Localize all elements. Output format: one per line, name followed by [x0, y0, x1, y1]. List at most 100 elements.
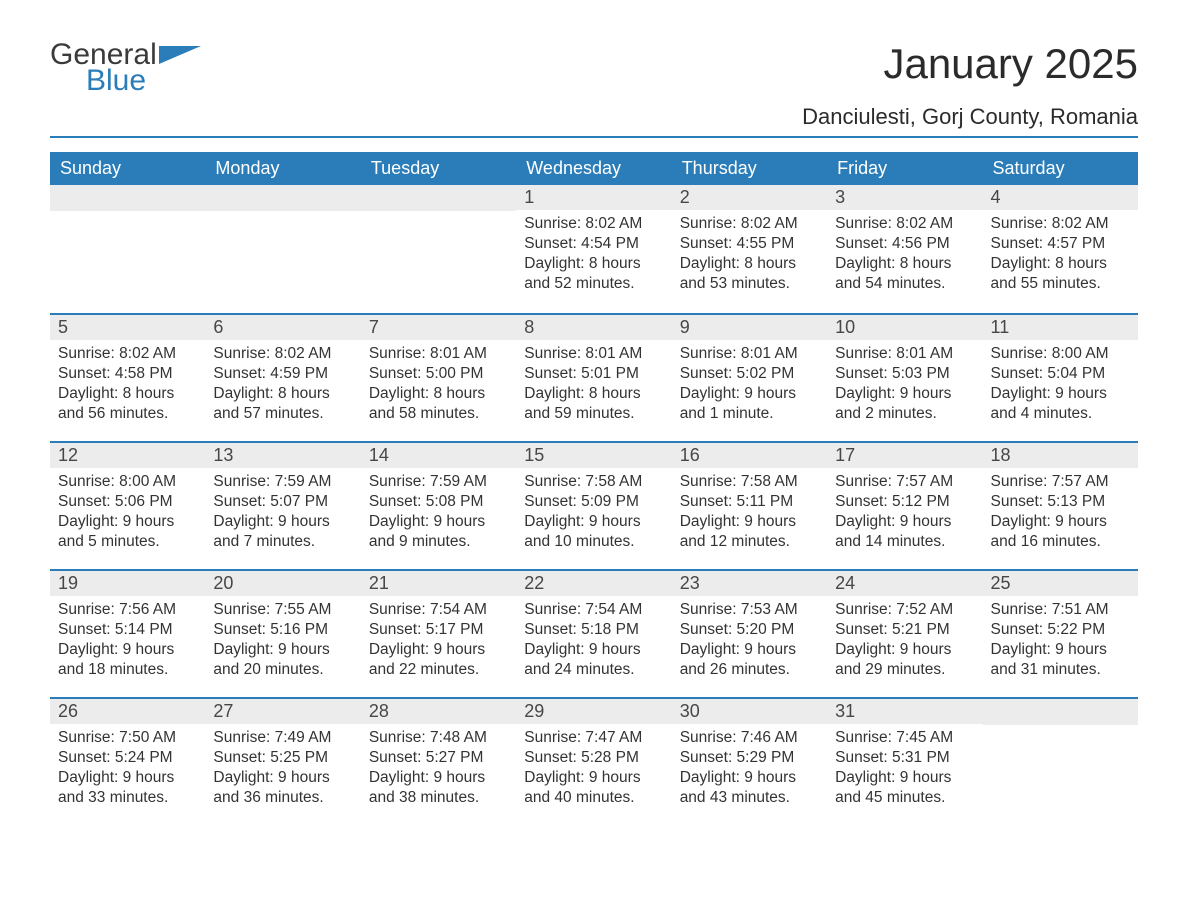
- sunrise-text: Sunrise: 7:48 AM: [369, 728, 508, 748]
- day-number: 9: [672, 315, 827, 340]
- day-number: 16: [672, 443, 827, 468]
- sunset-text: Sunset: 5:21 PM: [835, 620, 974, 640]
- day-data: Sunrise: 7:46 AMSunset: 5:29 PMDaylight:…: [672, 724, 827, 821]
- daylight-line2: and 43 minutes.: [680, 788, 819, 808]
- day-number: 11: [983, 315, 1138, 340]
- sunrise-text: Sunrise: 7:51 AM: [991, 600, 1130, 620]
- daylight-line1: Daylight: 9 hours: [835, 512, 974, 532]
- sunset-text: Sunset: 5:31 PM: [835, 748, 974, 768]
- day-data: Sunrise: 7:58 AMSunset: 5:09 PMDaylight:…: [516, 468, 671, 565]
- sunset-text: Sunset: 4:55 PM: [680, 234, 819, 254]
- calendar-day: 16Sunrise: 7:58 AMSunset: 5:11 PMDayligh…: [672, 443, 827, 569]
- calendar-day: 15Sunrise: 7:58 AMSunset: 5:09 PMDayligh…: [516, 443, 671, 569]
- day-number: 1: [516, 185, 671, 210]
- sunrise-text: Sunrise: 7:58 AM: [680, 472, 819, 492]
- day-data: Sunrise: 8:02 AMSunset: 4:54 PMDaylight:…: [516, 210, 671, 307]
- day-number: 10: [827, 315, 982, 340]
- day-data: Sunrise: 7:57 AMSunset: 5:13 PMDaylight:…: [983, 468, 1138, 565]
- sunrise-text: Sunrise: 7:49 AM: [213, 728, 352, 748]
- logo-triangle-icon: [159, 46, 201, 64]
- day-number: 19: [50, 571, 205, 596]
- sunrise-text: Sunrise: 7:54 AM: [369, 600, 508, 620]
- calendar-day: 12Sunrise: 8:00 AMSunset: 5:06 PMDayligh…: [50, 443, 205, 569]
- sunset-text: Sunset: 5:12 PM: [835, 492, 974, 512]
- sunrise-text: Sunrise: 7:59 AM: [213, 472, 352, 492]
- sunset-text: Sunset: 5:17 PM: [369, 620, 508, 640]
- calendar-day: 6Sunrise: 8:02 AMSunset: 4:59 PMDaylight…: [205, 315, 360, 441]
- weekday-header: Monday: [205, 152, 360, 185]
- day-data: Sunrise: 8:02 AMSunset: 4:56 PMDaylight:…: [827, 210, 982, 307]
- day-data: Sunrise: 7:50 AMSunset: 5:24 PMDaylight:…: [50, 724, 205, 821]
- daylight-line1: Daylight: 9 hours: [835, 384, 974, 404]
- sunrise-text: Sunrise: 8:01 AM: [524, 344, 663, 364]
- sunrise-text: Sunrise: 7:56 AM: [58, 600, 197, 620]
- day-data: Sunrise: 8:02 AMSunset: 4:58 PMDaylight:…: [50, 340, 205, 437]
- daylight-line2: and 52 minutes.: [524, 274, 663, 294]
- sunset-text: Sunset: 5:00 PM: [369, 364, 508, 384]
- day-number-empty: [361, 185, 516, 211]
- calendar-day: 31Sunrise: 7:45 AMSunset: 5:31 PMDayligh…: [827, 699, 982, 825]
- daylight-line2: and 40 minutes.: [524, 788, 663, 808]
- calendar-day: 22Sunrise: 7:54 AMSunset: 5:18 PMDayligh…: [516, 571, 671, 697]
- daylight-line2: and 26 minutes.: [680, 660, 819, 680]
- sunrise-text: Sunrise: 7:53 AM: [680, 600, 819, 620]
- weekday-header-row: SundayMondayTuesdayWednesdayThursdayFrid…: [50, 152, 1138, 185]
- daylight-line1: Daylight: 8 hours: [58, 384, 197, 404]
- sunset-text: Sunset: 5:24 PM: [58, 748, 197, 768]
- day-number: 22: [516, 571, 671, 596]
- calendar-day: 29Sunrise: 7:47 AMSunset: 5:28 PMDayligh…: [516, 699, 671, 825]
- day-data: Sunrise: 8:02 AMSunset: 4:59 PMDaylight:…: [205, 340, 360, 437]
- calendar-day: 25Sunrise: 7:51 AMSunset: 5:22 PMDayligh…: [983, 571, 1138, 697]
- daylight-line2: and 2 minutes.: [835, 404, 974, 424]
- daylight-line1: Daylight: 8 hours: [524, 254, 663, 274]
- calendar-day: 27Sunrise: 7:49 AMSunset: 5:25 PMDayligh…: [205, 699, 360, 825]
- daylight-line2: and 22 minutes.: [369, 660, 508, 680]
- day-data: Sunrise: 7:53 AMSunset: 5:20 PMDaylight:…: [672, 596, 827, 693]
- daylight-line1: Daylight: 9 hours: [58, 512, 197, 532]
- calendar-day: 8Sunrise: 8:01 AMSunset: 5:01 PMDaylight…: [516, 315, 671, 441]
- day-number: 15: [516, 443, 671, 468]
- day-data: Sunrise: 8:02 AMSunset: 4:57 PMDaylight:…: [983, 210, 1138, 307]
- calendar-day: 4Sunrise: 8:02 AMSunset: 4:57 PMDaylight…: [983, 185, 1138, 313]
- logo-text-block: General Blue: [50, 40, 157, 96]
- daylight-line1: Daylight: 9 hours: [680, 384, 819, 404]
- weekday-header: Tuesday: [361, 152, 516, 185]
- sunrise-text: Sunrise: 8:00 AM: [991, 344, 1130, 364]
- daylight-line1: Daylight: 9 hours: [213, 768, 352, 788]
- calendar-day: 1Sunrise: 8:02 AMSunset: 4:54 PMDaylight…: [516, 185, 671, 313]
- calendar-day: 11 Sunrise: 8:00 AMSunset: 5:04 PMDayligh…: [983, 315, 1138, 441]
- day-number: 8: [516, 315, 671, 340]
- day-data: Sunrise: 8:02 AMSunset: 4:55 PMDaylight:…: [672, 210, 827, 307]
- day-number: 13: [205, 443, 360, 468]
- calendar-day: 24Sunrise: 7:52 AMSunset: 5:21 PMDayligh…: [827, 571, 982, 697]
- daylight-line1: Daylight: 9 hours: [524, 512, 663, 532]
- daylight-line1: Daylight: 9 hours: [213, 640, 352, 660]
- daylight-line1: Daylight: 8 hours: [213, 384, 352, 404]
- sunset-text: Sunset: 5:04 PM: [991, 364, 1130, 384]
- daylight-line2: and 16 minutes.: [991, 532, 1130, 552]
- logo: General Blue: [50, 40, 201, 96]
- day-data: Sunrise: 8:01 AMSunset: 5:02 PMDaylight:…: [672, 340, 827, 437]
- day-number-empty: [205, 185, 360, 211]
- day-number: 21: [361, 571, 516, 596]
- day-number: 23: [672, 571, 827, 596]
- day-data: Sunrise: 7:45 AMSunset: 5:31 PMDaylight:…: [827, 724, 982, 821]
- daylight-line1: Daylight: 9 hours: [835, 768, 974, 788]
- sunset-text: Sunset: 5:27 PM: [369, 748, 508, 768]
- daylight-line2: and 36 minutes.: [213, 788, 352, 808]
- calendar-day: 17Sunrise: 7:57 AMSunset: 5:12 PMDayligh…: [827, 443, 982, 569]
- daylight-line1: Daylight: 9 hours: [991, 384, 1130, 404]
- weekday-header: Friday: [827, 152, 982, 185]
- calendar: SundayMondayTuesdayWednesdayThursdayFrid…: [50, 152, 1138, 825]
- day-number: 4: [983, 185, 1138, 210]
- day-number: 6: [205, 315, 360, 340]
- sunrise-text: Sunrise: 8:02 AM: [680, 214, 819, 234]
- day-number: 12: [50, 443, 205, 468]
- day-data: Sunrise: 7:55 AMSunset: 5:16 PMDaylight:…: [205, 596, 360, 693]
- day-data: Sunrise: 8:00 AMSunset: 5:06 PMDaylight:…: [50, 468, 205, 565]
- daylight-line2: and 24 minutes.: [524, 660, 663, 680]
- calendar-week: 19Sunrise: 7:56 AMSunset: 5:14 PMDayligh…: [50, 569, 1138, 697]
- day-number: 26: [50, 699, 205, 724]
- day-number-empty: [983, 699, 1138, 725]
- daylight-line1: Daylight: 9 hours: [680, 512, 819, 532]
